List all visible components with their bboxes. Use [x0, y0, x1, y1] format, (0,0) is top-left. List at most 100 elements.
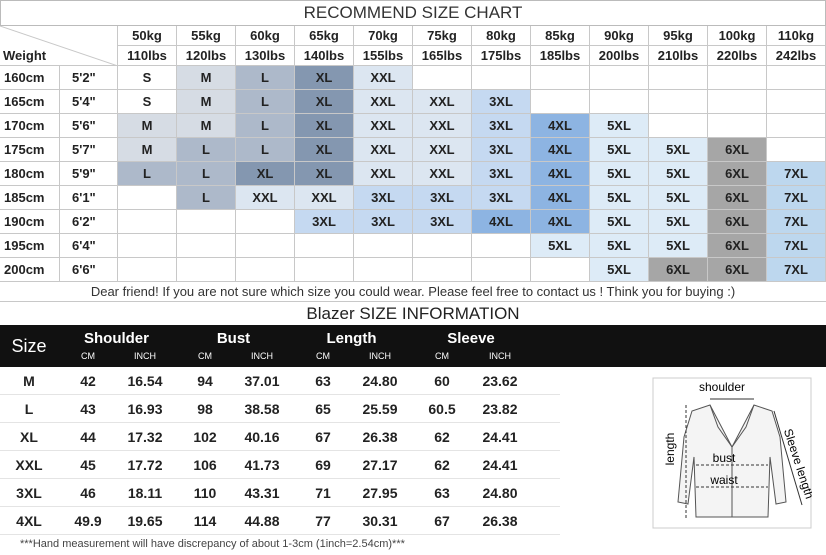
height-ft: 5'7" [60, 138, 118, 162]
lbs-header: 130lbs [236, 46, 295, 66]
measure-value: 16.93 [127, 401, 163, 417]
measure-value: 25.59 [362, 401, 398, 417]
size-cell: 7XL [767, 210, 826, 234]
unit-header: INCH [134, 351, 156, 361]
size-cell [708, 66, 767, 90]
size-name: 4XL [16, 513, 42, 529]
kg-header: 75kg [413, 26, 472, 46]
row-bg [0, 479, 560, 507]
kg-header: 95kg [649, 26, 708, 46]
size-cell [118, 258, 177, 282]
weight-label: Weight [3, 48, 47, 63]
blazer-diagram: shoulder length bust waist Sleeve length [652, 377, 812, 529]
size-cell [236, 258, 295, 282]
row-bg [0, 395, 560, 423]
size-cell: 5XL [649, 210, 708, 234]
row-bg [0, 423, 560, 451]
size-cell: 7XL [767, 162, 826, 186]
lbs-header: 220lbs [708, 46, 767, 66]
measure-value: 62 [434, 429, 450, 445]
blazer-header-bg [0, 325, 826, 367]
size-cell: 6XL [649, 258, 708, 282]
measure-value: 24.41 [482, 429, 518, 445]
size-cell [413, 258, 472, 282]
blazer-lapel [709, 404, 755, 517]
measure-value: 44.88 [244, 513, 280, 529]
size-cell: 6XL [708, 162, 767, 186]
row-bg [0, 507, 560, 535]
lbs-header: 155lbs [354, 46, 413, 66]
size-cell: XXL [354, 66, 413, 90]
size-cell: 6XL [708, 210, 767, 234]
measure-value: 24.80 [482, 485, 518, 501]
height-ft: 6'1" [60, 186, 118, 210]
size-cell: L [236, 66, 295, 90]
unit-header: CM [81, 351, 95, 361]
size-cell: 5XL [590, 234, 649, 258]
size-cell: 3XL [354, 186, 413, 210]
size-cell [472, 66, 531, 90]
kg-header: 90kg [590, 26, 649, 46]
weight-corner: Weight [0, 26, 118, 66]
size-name: 3XL [16, 485, 42, 501]
measure-value: 41.73 [244, 457, 280, 473]
size-cell [767, 114, 826, 138]
size-cell: 3XL [472, 162, 531, 186]
corner-diagonal [0, 26, 118, 66]
measure-value: 62 [434, 457, 450, 473]
size-cell: 7XL [767, 258, 826, 282]
size-cell: L [177, 138, 236, 162]
size-cell: L [177, 186, 236, 210]
height-cm: 160cm [0, 66, 60, 90]
measure-value: 38.58 [244, 401, 280, 417]
size-cell [767, 90, 826, 114]
size-cell: 5XL [590, 210, 649, 234]
lbs-header: 120lbs [177, 46, 236, 66]
measure-value: 44 [80, 429, 96, 445]
unit-header: CM [435, 351, 449, 361]
waist-label: waist [709, 473, 738, 487]
size-cell: 3XL [472, 138, 531, 162]
height-cm: 195cm [0, 234, 60, 258]
measure-value: 27.17 [362, 457, 398, 473]
measure-value: 43 [80, 401, 96, 417]
height-ft: 5'2" [60, 66, 118, 90]
size-cell: XXL [354, 90, 413, 114]
bust-label: bust [713, 451, 736, 465]
shoulder-label: shoulder [699, 380, 745, 394]
measure-value: 37.01 [244, 373, 280, 389]
height-ft: 6'2" [60, 210, 118, 234]
measure-value: 63 [315, 373, 331, 389]
size-cell: M [177, 66, 236, 90]
measure-value: 26.38 [482, 513, 518, 529]
lbs-header: 110lbs [118, 46, 177, 66]
size-cell: 4XL [531, 138, 590, 162]
measure-header: Shoulder [83, 329, 149, 347]
size-cell: XL [295, 162, 354, 186]
size-cell [531, 90, 590, 114]
measure-value: 40.16 [244, 429, 280, 445]
measure-value: 17.72 [127, 457, 163, 473]
size-cell: S [118, 90, 177, 114]
size-cell [236, 210, 295, 234]
sleeve-arrow [773, 410, 803, 506]
size-cell [354, 258, 413, 282]
measure-value: 69 [315, 457, 331, 473]
measure-value: 18.11 [127, 485, 163, 501]
size-cell: XXL [413, 90, 472, 114]
size-cell: 3XL [472, 114, 531, 138]
kg-header: 100kg [708, 26, 767, 46]
lbs-header: 210lbs [649, 46, 708, 66]
chart-title: RECOMMEND SIZE CHART [0, 0, 826, 26]
size-cell [649, 90, 708, 114]
measure-value: 42 [80, 373, 96, 389]
height-ft: 5'6" [60, 114, 118, 138]
measure-value: 24.41 [482, 457, 518, 473]
size-cell: L [177, 162, 236, 186]
measure-value: 30.31 [362, 513, 398, 529]
size-cell [354, 234, 413, 258]
size-cell: 7XL [767, 234, 826, 258]
size-cell: 5XL [531, 234, 590, 258]
